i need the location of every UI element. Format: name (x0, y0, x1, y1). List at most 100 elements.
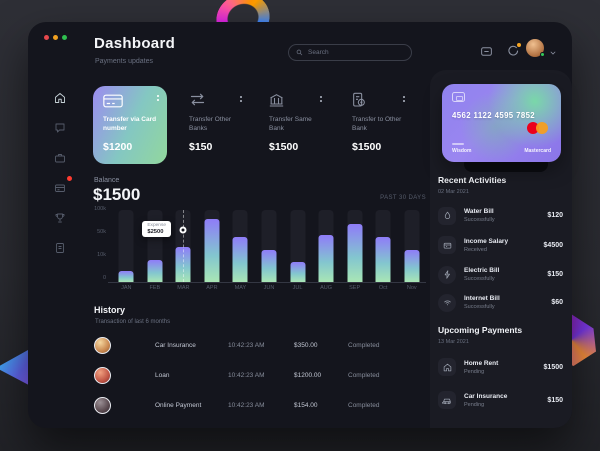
activity-row-income-salary[interactable]: Income Salary Received $4500 (438, 230, 563, 260)
table-row-car-insurance[interactable]: Car Insurance 10:42:23 AM $350.00 Comple… (94, 330, 426, 360)
bar-fill (318, 235, 334, 282)
minimize-window-dot[interactable] (53, 35, 58, 40)
y-tick-label: 50k (97, 229, 106, 235)
table-row-loan[interactable]: Loan 10:42:23 AM $1200.00 Completed (94, 360, 426, 390)
close-window-dot[interactable] (44, 35, 49, 40)
sidebar-item-orders[interactable] (48, 146, 72, 169)
sidebar-item-rewards[interactable] (48, 206, 72, 229)
sidebar-item-reports[interactable] (48, 236, 72, 259)
payment-amount: $1500 (543, 363, 563, 371)
transfer-card-amount: $1200 (103, 141, 133, 153)
payment-amount: $150 (547, 396, 563, 404)
activity-amount: $60 (551, 299, 563, 306)
x-tick-label: APR (206, 285, 218, 291)
income-salary-icon (438, 236, 456, 254)
chevron-down-icon[interactable] (549, 49, 557, 57)
chart-bar-mar[interactable]: MAR (169, 210, 198, 291)
chart-bar-jun[interactable]: JUN (255, 210, 284, 291)
online-status-dot (540, 52, 545, 57)
x-tick-label: AUG (320, 285, 333, 291)
transfer-card-via-card-number[interactable]: Transfer via Card number $1200 (93, 86, 167, 164)
bar-fill (147, 260, 163, 282)
chart-bar-may[interactable]: MAY (226, 210, 255, 291)
maximize-window-dot[interactable] (62, 35, 67, 40)
activity-row-internet-bill[interactable]: Internet Bill Successfully $60 (438, 289, 563, 316)
notification-badge (67, 176, 72, 181)
search-bar[interactable] (288, 44, 412, 61)
electric-bill-icon (438, 265, 456, 284)
page-subtitle: Payments updates (95, 58, 153, 65)
sidebar-item-messages[interactable] (48, 116, 72, 139)
chart-bar-aug[interactable]: AUG (312, 210, 341, 291)
card-chip-icon (452, 92, 465, 102)
recent-activities-title: Recent Activities (438, 175, 507, 185)
transfer-card-amount: $150 (189, 141, 213, 153)
sidebar-item-home[interactable] (48, 86, 72, 109)
history-name: Loan (155, 371, 170, 379)
bar-fill (175, 247, 191, 282)
history-table: Car Insurance 10:42:23 AM $350.00 Comple… (94, 330, 426, 420)
activity-row-electric-bill[interactable]: Electric Bill Successfully $150 (438, 260, 563, 289)
bar-fill (290, 261, 306, 282)
card-menu-kebab[interactable] (238, 94, 244, 104)
credit-card[interactable]: 4562 1122 4595 7852 Wisdom Mastercard (442, 84, 561, 162)
search-input[interactable] (308, 49, 404, 56)
payment-status: Pending (464, 401, 485, 408)
recent-activities-list: Water Bill Successfully $120 Income Sala… (438, 201, 563, 316)
activity-amount: $4500 (543, 241, 563, 249)
bar-fill (204, 218, 220, 282)
search-icon (296, 49, 303, 56)
chart-bar-apr[interactable]: APR (198, 210, 227, 291)
notification-icon[interactable] (507, 43, 521, 57)
card-holder-name: Wisdom (452, 148, 472, 154)
transfer-card-same-bank[interactable]: Transfer Same Bank $1500 (268, 86, 324, 164)
bar-fill (375, 237, 391, 282)
payment-status: Pending (464, 368, 485, 375)
table-row-online-payment[interactable]: Online Payment 10:42:23 AM $154.00 Compl… (94, 390, 426, 420)
messages-icon[interactable] (480, 45, 493, 58)
history-time: 10:42:23 AM (228, 341, 265, 349)
transfer-card-label: Transfer to Other Bank (352, 116, 402, 133)
home-icon (54, 92, 66, 104)
mastercard-icon (527, 122, 549, 134)
activity-status: Successfully (464, 276, 495, 282)
payment-row-car-insurance[interactable]: Car Insurance Pending $150 (438, 383, 563, 417)
upcoming-payments-date: 13 Mar 2021 (438, 339, 469, 345)
card-menu-kebab[interactable] (155, 93, 161, 103)
chart-bar-jan[interactable]: JAN (112, 210, 141, 291)
x-tick-label: MAY (234, 285, 247, 291)
avatar (94, 366, 111, 384)
sidebar-nav (48, 86, 72, 259)
chart-bar-jul[interactable]: JUL (283, 210, 312, 291)
activity-name: Electric Bill (464, 267, 500, 274)
transfer-card-to-other-bank[interactable]: Transfer to Other Bank $1500 (351, 86, 407, 164)
chart-baseline (108, 282, 426, 283)
x-tick-label: JAN (121, 285, 132, 291)
card-menu-kebab[interactable] (318, 94, 324, 104)
activity-amount: $120 (547, 212, 563, 219)
balance-bar-chart: 100k 50k 10k 0 JAN FEB MAR APR MAY JUN JUL AUG SEP O… (86, 206, 426, 304)
history-status: Completed (348, 371, 380, 379)
balance-label: Balance (94, 177, 120, 184)
x-tick-label: Nov (406, 285, 417, 291)
chart-bar-oct[interactable]: Oct (369, 210, 398, 291)
activity-name: Water Bill (464, 208, 494, 215)
history-amount: $1200.00 (294, 371, 322, 379)
dashboard-window: Dashboard Payments updates Transfer via … (28, 22, 572, 428)
water-bill-icon (438, 206, 456, 225)
car-icon (438, 391, 456, 409)
chart-bar-nov[interactable]: Nov (397, 210, 426, 291)
sidebar-item-cards[interactable] (48, 176, 72, 199)
balance-amount: $1500 (93, 185, 141, 204)
transfer-card-other-banks[interactable]: Transfer Other Banks $150 (188, 86, 244, 164)
activity-row-water-bill[interactable]: Water Bill Successfully $120 (438, 201, 563, 230)
credit-card-stack-shadow (464, 156, 548, 172)
activity-name: Internet Bill (464, 295, 500, 302)
history-amount: $154.00 (294, 401, 318, 409)
transfer-card-amount: $1500 (352, 141, 382, 153)
window-controls[interactable] (44, 35, 67, 40)
user-avatar[interactable] (526, 39, 545, 57)
chart-bar-sep[interactable]: SEP (340, 210, 369, 291)
payment-row-home-rent[interactable]: Home Rent Pending $1500 (438, 351, 563, 383)
card-menu-kebab[interactable] (401, 94, 407, 104)
